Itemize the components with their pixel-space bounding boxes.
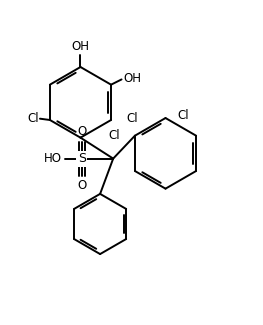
Text: Cl: Cl: [177, 109, 189, 122]
Text: OH: OH: [124, 72, 142, 85]
Text: Cl: Cl: [108, 129, 119, 142]
Text: HO: HO: [44, 152, 62, 165]
Text: O: O: [77, 179, 87, 192]
Text: OH: OH: [72, 40, 89, 53]
Text: Cl: Cl: [27, 112, 39, 125]
Text: O: O: [77, 125, 87, 138]
Text: S: S: [78, 152, 86, 165]
Text: Cl: Cl: [127, 112, 138, 125]
